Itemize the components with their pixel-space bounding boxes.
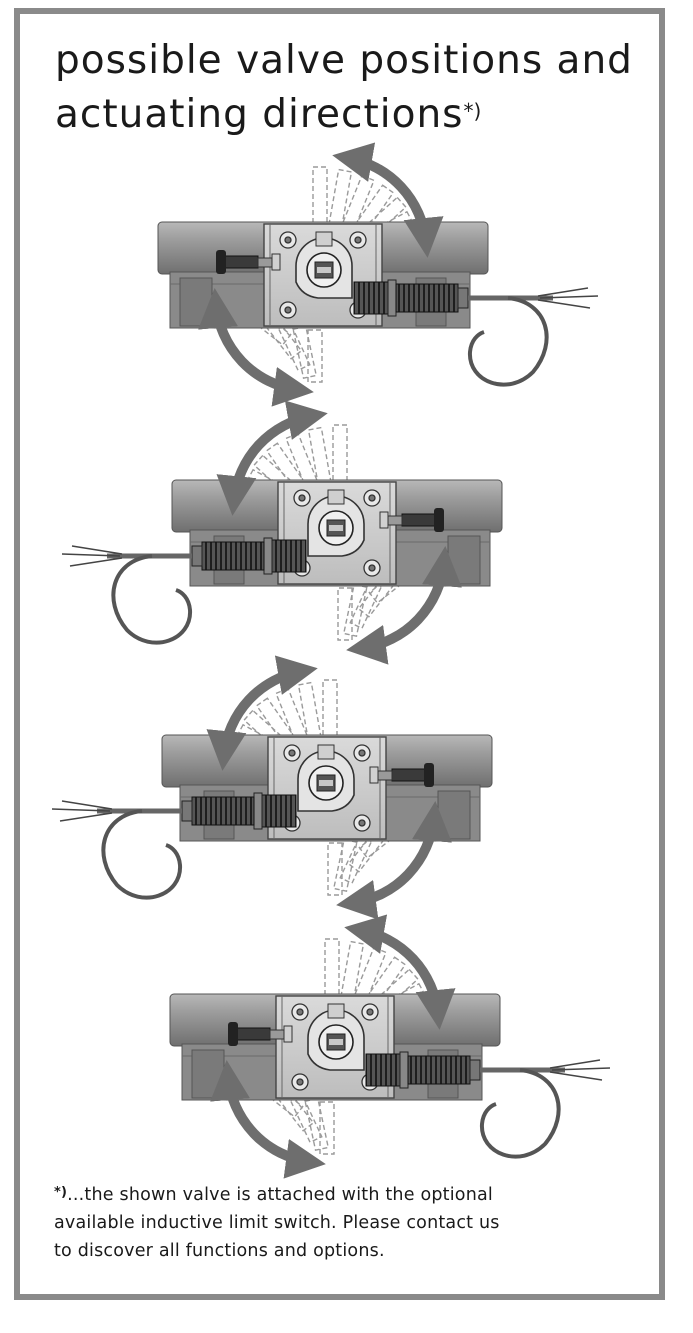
footnote-line-3: to discover all functions and options.	[54, 1241, 385, 1261]
title-line-2: actuating directions	[55, 92, 464, 137]
footnote-mark: *)	[54, 1185, 68, 1200]
valve-position-4	[170, 930, 610, 1162]
title-footnote-mark: *)	[463, 99, 482, 123]
valve-position-2	[62, 416, 502, 648]
valve-position-1	[158, 158, 598, 390]
footnote-line-1: ...the shown valve is attached with the …	[67, 1185, 493, 1205]
footnote-line-2: available inductive limit switch. Please…	[54, 1213, 500, 1233]
title-line-1: possible valve positions and	[55, 38, 633, 83]
footnote: *)...the shown valve is attached with th…	[54, 1181, 644, 1265]
page-title: possible valve positions and actuating d…	[55, 34, 655, 142]
valve-position-3	[52, 671, 492, 903]
